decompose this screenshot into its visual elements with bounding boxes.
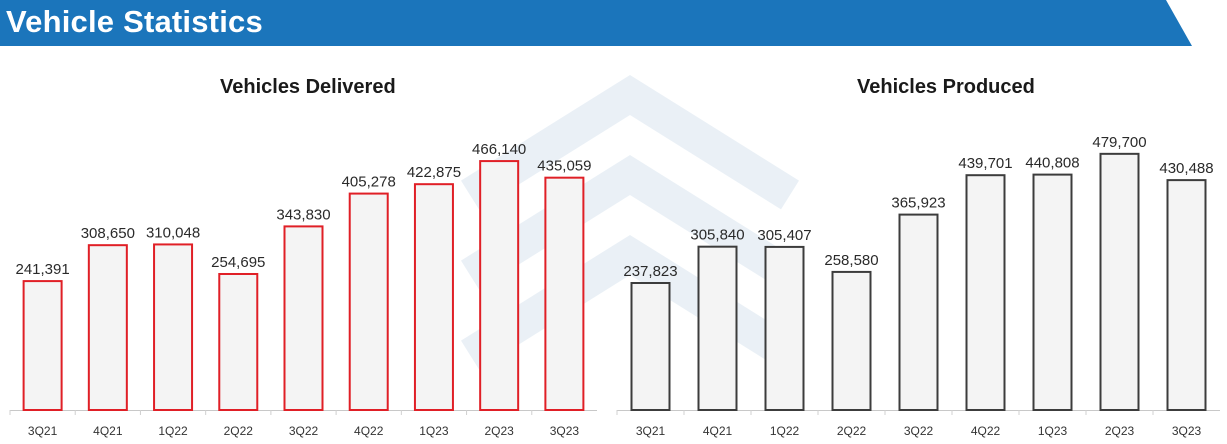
header-banner: Vehicle Statistics bbox=[0, 0, 1227, 46]
bar-produced-4q22 bbox=[965, 174, 1006, 411]
x-tick-label: 3Q23 bbox=[1172, 424, 1202, 438]
data-label-produced: 439,701 bbox=[958, 155, 1012, 172]
x-tick-label: 4Q21 bbox=[93, 424, 123, 438]
x-tick-label: 4Q21 bbox=[703, 424, 733, 438]
x-tick-label: 2Q22 bbox=[224, 424, 254, 438]
bar-delivered-3q22 bbox=[283, 225, 324, 411]
chart-title-vehicles-delivered: Vehicles Delivered bbox=[220, 76, 396, 98]
bar-delivered-2q22 bbox=[218, 272, 259, 411]
data-label-delivered: 343,830 bbox=[276, 206, 330, 223]
x-tick-label: 3Q21 bbox=[28, 424, 58, 438]
bar-produced-2q22 bbox=[831, 270, 872, 411]
x-tick-label: 3Q22 bbox=[904, 424, 934, 438]
bar-delivered-4q21 bbox=[87, 244, 128, 411]
bar-delivered-3q23 bbox=[544, 176, 585, 411]
x-tick-label: 1Q23 bbox=[1038, 424, 1068, 438]
x-tick-label: 3Q23 bbox=[550, 424, 580, 438]
x-tick-label: 1Q22 bbox=[158, 424, 188, 438]
banner-background bbox=[0, 0, 1192, 46]
x-tick-label: 4Q22 bbox=[971, 424, 1001, 438]
data-label-delivered: 241,391 bbox=[15, 261, 69, 278]
x-tick-label: 2Q23 bbox=[1105, 424, 1135, 438]
data-label-delivered: 308,650 bbox=[81, 225, 135, 242]
bar-produced-3q22 bbox=[898, 213, 939, 411]
data-label-delivered: 435,059 bbox=[537, 158, 591, 175]
data-label-delivered: 466,140 bbox=[472, 141, 526, 158]
x-tick-label: 2Q23 bbox=[484, 424, 514, 438]
data-label-produced: 365,923 bbox=[891, 195, 945, 212]
page-title: Vehicle Statistics bbox=[6, 4, 263, 39]
bar-produced-1q23 bbox=[1032, 173, 1073, 411]
bar-delivered-4q22 bbox=[348, 192, 389, 411]
data-label-delivered: 405,278 bbox=[342, 174, 396, 191]
bar-delivered-2q23 bbox=[479, 160, 520, 411]
x-tick-label: 3Q22 bbox=[289, 424, 319, 438]
data-label-produced: 440,808 bbox=[1025, 155, 1079, 172]
data-label-delivered: 310,048 bbox=[146, 224, 200, 241]
data-label-delivered: 422,875 bbox=[407, 164, 461, 181]
data-label-delivered: 254,695 bbox=[211, 254, 265, 271]
bar-produced-3q23 bbox=[1166, 179, 1207, 411]
data-label-produced: 479,700 bbox=[1092, 134, 1146, 151]
bar-delivered-1q23 bbox=[413, 183, 454, 411]
bar-produced-2q23 bbox=[1099, 152, 1140, 411]
bar-produced-3q21 bbox=[630, 282, 671, 412]
x-tick-label: 3Q21 bbox=[636, 424, 666, 438]
bar-produced-4q21 bbox=[697, 245, 738, 411]
chart-title-vehicles-produced: Vehicles Produced bbox=[857, 76, 1035, 98]
data-label-produced: 305,840 bbox=[690, 227, 744, 244]
data-label-produced: 430,488 bbox=[1159, 160, 1213, 177]
bar-delivered-3q21 bbox=[22, 280, 63, 411]
data-label-produced: 258,580 bbox=[824, 252, 878, 269]
bar-delivered-1q22 bbox=[153, 243, 194, 411]
x-tick-label: 2Q22 bbox=[837, 424, 867, 438]
x-tick-label: 1Q23 bbox=[419, 424, 449, 438]
data-label-produced: 305,407 bbox=[757, 227, 811, 244]
x-tick-label: 1Q22 bbox=[770, 424, 800, 438]
bar-produced-1q22 bbox=[764, 245, 805, 411]
data-label-produced: 237,823 bbox=[623, 263, 677, 280]
x-tick-label: 4Q22 bbox=[354, 424, 384, 438]
